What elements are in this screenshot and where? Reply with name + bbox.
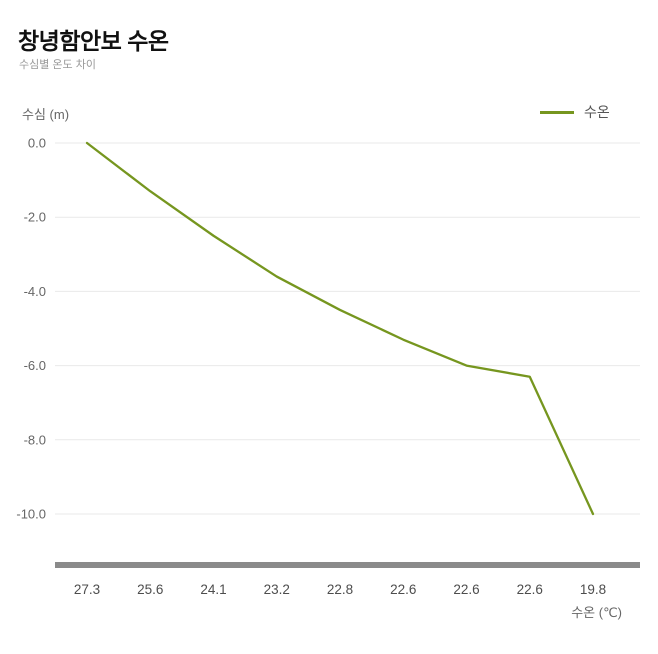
line-chart: 0.0 -2.0 -4.0 -6.0 -8.0 -10.0 27.3 25.6 24.1 23.2… <box>16 136 640 620</box>
y-tick-label: -2.0 <box>24 210 46 225</box>
x-tick-label: 27.3 <box>74 582 100 597</box>
x-tick-label: 22.6 <box>390 582 416 597</box>
y-axis-title: 수심 (m) <box>22 107 70 122</box>
page-title: 창녕함안보 수온 <box>18 28 169 54</box>
x-tick-label: 24.1 <box>200 582 226 597</box>
x-axis-title: 수온 (℃) <box>571 605 622 620</box>
x-axis-baseline <box>55 562 640 568</box>
y-tick-label: -10.0 <box>16 507 46 522</box>
x-tick-label: 22.8 <box>327 582 353 597</box>
x-tick-label: 22.6 <box>453 582 479 597</box>
water-temp-line <box>85 141 595 516</box>
x-tick-label: 19.8 <box>580 582 606 597</box>
legend-label: 수온 <box>584 104 610 120</box>
legend-line-swatch <box>540 110 574 114</box>
x-tick-label: 22.6 <box>517 582 543 597</box>
x-tick-label: 25.6 <box>137 582 163 597</box>
legend-item-water-temp[interactable]: 수온 <box>540 102 610 122</box>
y-tick-label: -6.0 <box>24 358 46 373</box>
y-tick-label: -4.0 <box>24 284 46 299</box>
y-tick-label: -8.0 <box>24 432 46 447</box>
page-subtitle: 수심별 온도 차이 <box>19 59 96 71</box>
x-tick-label: 23.2 <box>264 582 290 597</box>
y-tick-label: 0.0 <box>28 136 46 151</box>
